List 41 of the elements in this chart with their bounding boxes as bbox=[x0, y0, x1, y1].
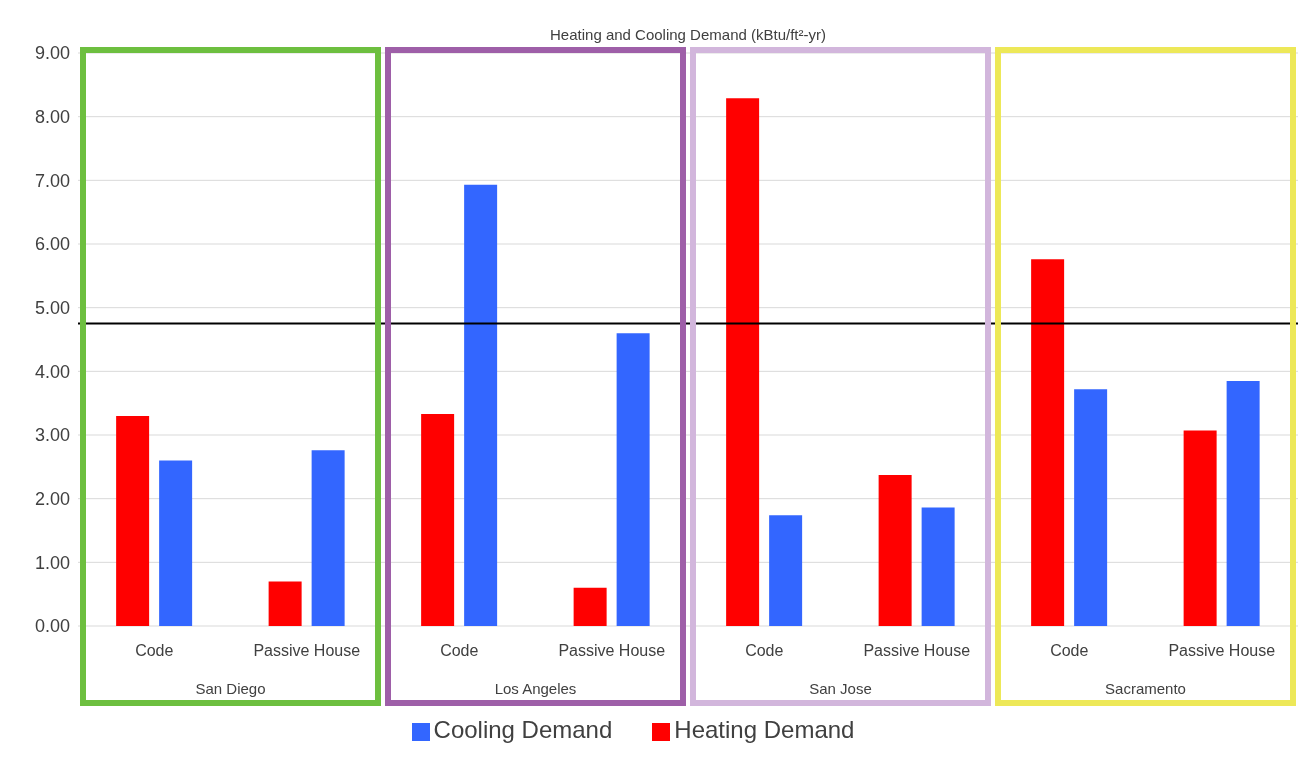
bar bbox=[921, 507, 955, 626]
bar bbox=[769, 515, 803, 626]
y-tick-label: 7.00 bbox=[34, 170, 70, 191]
y-tick-label: 8.00 bbox=[34, 107, 70, 128]
bar bbox=[116, 415, 150, 626]
legend-label: Cooling Demand bbox=[433, 716, 613, 743]
bar bbox=[421, 413, 455, 626]
bar bbox=[464, 184, 498, 626]
y-tick-label: 6.00 bbox=[34, 234, 70, 255]
y-tick-label: 9.00 bbox=[34, 43, 70, 64]
x-tick-label: Code bbox=[745, 642, 784, 659]
bar bbox=[573, 587, 607, 626]
bar bbox=[726, 98, 760, 626]
bar bbox=[159, 460, 193, 626]
bar bbox=[1074, 389, 1108, 626]
y-tick-label: 2.00 bbox=[34, 489, 70, 510]
y-tick-label: 4.00 bbox=[34, 361, 70, 382]
y-tick-label: 3.00 bbox=[34, 425, 70, 446]
text: Los Angeles bbox=[494, 680, 577, 697]
y-tick-label: 1.00 bbox=[34, 552, 70, 573]
text: San Diego bbox=[195, 680, 266, 697]
text: Sacramento bbox=[1105, 680, 1186, 697]
y-tick-label: 0.00 bbox=[34, 616, 70, 637]
bar bbox=[1183, 430, 1217, 626]
text: San Jose bbox=[809, 680, 872, 697]
x-tick-label: Code bbox=[440, 642, 479, 659]
chart-title: Heating and Cooling Demand (kBtu/ft²-yr) bbox=[549, 26, 827, 43]
y-tick-label: 5.00 bbox=[34, 298, 70, 319]
x-tick-label: Code bbox=[1050, 642, 1089, 659]
bar bbox=[616, 333, 650, 626]
bar bbox=[878, 475, 912, 626]
x-tick-label: Passive House bbox=[1168, 642, 1276, 659]
legend-label: Heating Demand bbox=[674, 716, 855, 743]
x-tick-label: Passive House bbox=[253, 642, 361, 659]
x-tick-label: Passive House bbox=[558, 642, 666, 659]
x-tick-label: Code bbox=[135, 642, 174, 659]
x-tick-label: Passive House bbox=[863, 642, 971, 659]
bar bbox=[268, 581, 302, 626]
bar bbox=[1226, 380, 1260, 626]
bar bbox=[311, 450, 345, 626]
bar bbox=[1031, 259, 1065, 626]
